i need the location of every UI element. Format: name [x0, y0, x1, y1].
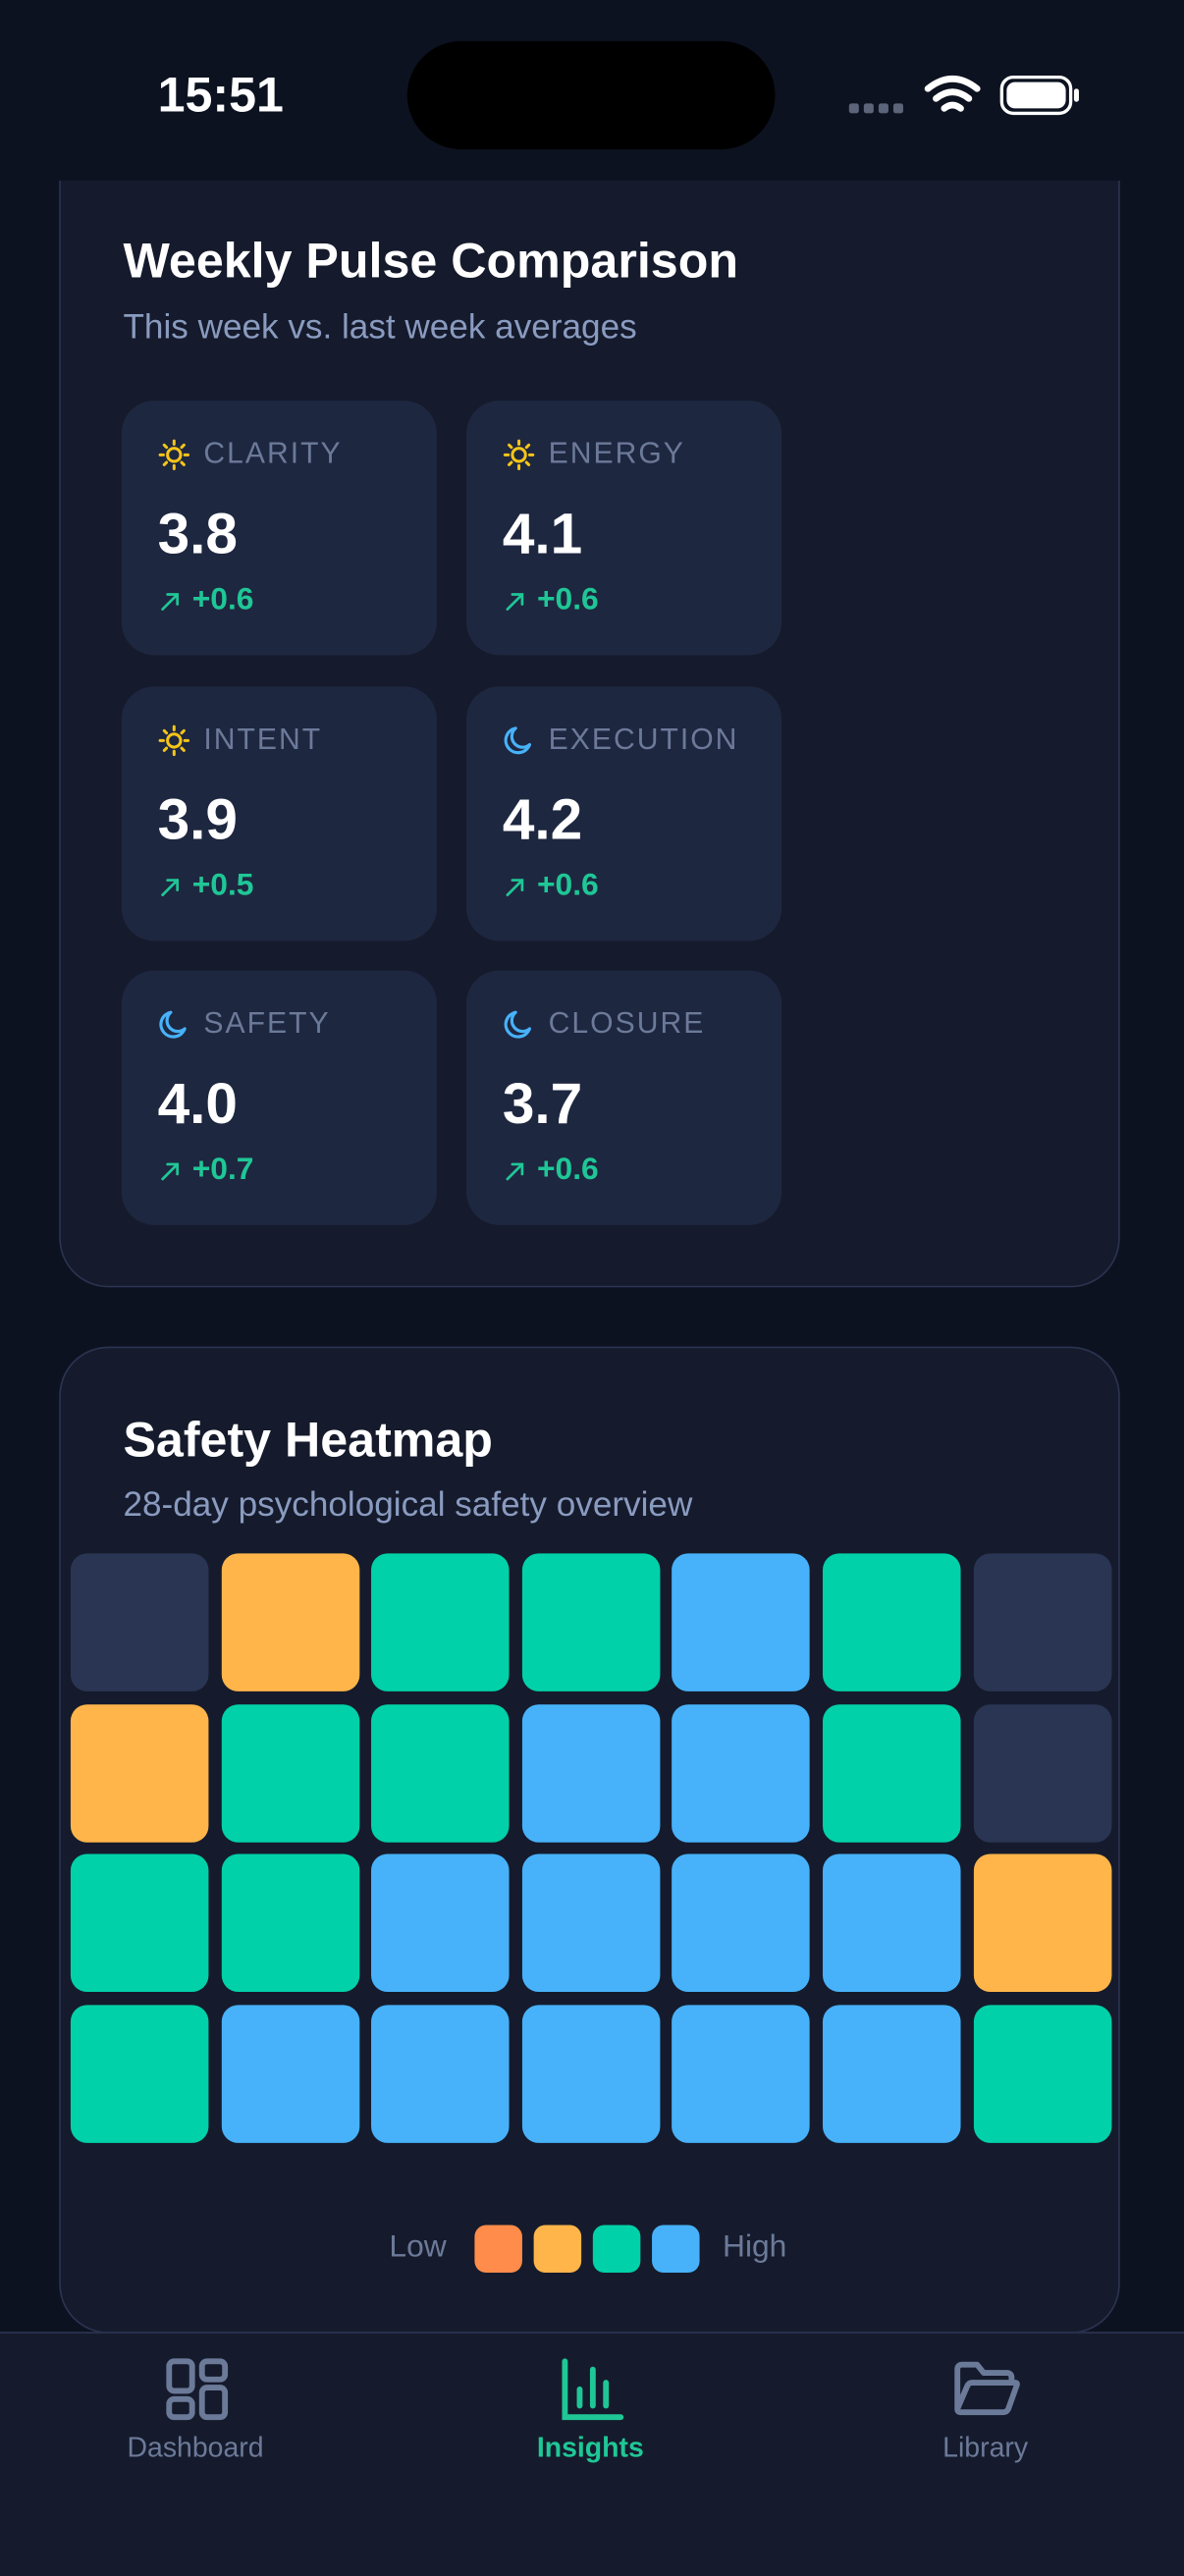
legend-swatch	[592, 2225, 641, 2274]
metric-delta: +0.6	[191, 582, 254, 617]
tab-bar: Dashboard Insights Library	[0, 2332, 1184, 2576]
metric-delta: +0.6	[536, 868, 599, 903]
trend-arrow	[506, 878, 524, 896]
heatmap-cell	[973, 1853, 1111, 1993]
metric-delta: +0.7	[191, 1153, 254, 1188]
heatmap-cell	[823, 1553, 961, 1691]
heatmap-cell	[672, 1553, 811, 1691]
legend-low: Low	[389, 2229, 447, 2265]
metric-value: 3.7	[502, 1072, 583, 1137]
heatmap-cell	[973, 1553, 1111, 1691]
heatmap-cell	[823, 2005, 961, 2143]
legend-swatch	[652, 2225, 700, 2274]
tab-label[interactable]: Dashboard	[127, 2432, 264, 2464]
heatmap-cell	[221, 1853, 359, 1993]
insights-icon	[562, 2358, 624, 2421]
metric-tile: CLOSURE 3.7 +0.6	[466, 970, 782, 1225]
trend-arrow	[506, 593, 524, 611]
heatmap-cell	[672, 2005, 811, 2143]
heatmap-cell	[521, 1853, 661, 1993]
heatmap-cell	[371, 1853, 510, 1993]
metric-label: SAFETY	[203, 1006, 331, 1040]
heatmap-cell	[70, 1553, 209, 1691]
tab-label[interactable]: Library	[942, 2432, 1029, 2464]
metric-tile: CLARITY 3.8 +0.6	[121, 401, 437, 656]
metric-label: INTENT	[203, 722, 323, 755]
legend-swatch	[533, 2225, 582, 2274]
trend-arrow	[506, 1162, 524, 1181]
metric-label: CLOSURE	[548, 1006, 706, 1040]
library-icon	[954, 2361, 1020, 2416]
metric-value: 4.0	[157, 1072, 238, 1137]
legend-high: High	[722, 2229, 787, 2265]
clock: 15:51	[157, 69, 284, 124]
heatmap-cell	[371, 1553, 510, 1691]
card-subtitle: This week vs. last week averages	[123, 308, 637, 347]
metric-delta: +0.5	[191, 868, 254, 903]
heatmap-cell	[823, 1853, 961, 1993]
metric-label: ENERGY	[548, 436, 685, 470]
metric-tile: ENERGY 4.1 +0.6	[466, 401, 782, 656]
heatmap-cell	[221, 2005, 359, 2143]
metric-tile: SAFETY 4.0 +0.7	[121, 970, 437, 1225]
status-bar: 15:51	[0, 0, 1184, 181]
metric-tile: EXECUTION 4.2 +0.6	[466, 685, 782, 940]
card-title: Safety Heatmap	[123, 1414, 493, 1469]
heatmap-cell	[221, 1703, 359, 1843]
heatmap-cell	[70, 2005, 209, 2143]
heatmap-cell	[521, 1703, 661, 1843]
heatmap-cell	[672, 1703, 811, 1843]
tab-label[interactable]: Insights	[536, 2432, 644, 2464]
legend-swatch	[474, 2225, 522, 2274]
metric-icon	[158, 439, 190, 471]
heatmap-cell	[823, 1703, 961, 1843]
metric-label: CLARITY	[203, 436, 343, 470]
card-subtitle: 28-day psychological safety overview	[123, 1485, 693, 1525]
heatmap-cell	[521, 1553, 661, 1691]
metric-tile: INTENT 3.9 +0.5	[121, 685, 437, 940]
trend-arrow	[161, 1162, 179, 1181]
dynamic-island	[406, 40, 776, 150]
metric-icon	[504, 725, 532, 754]
metric-icon	[504, 1010, 532, 1039]
heatmap-cell	[371, 2005, 510, 2143]
trend-arrow	[161, 878, 179, 896]
heatmap-cell	[371, 1703, 510, 1843]
trend-arrow	[161, 593, 179, 611]
metric-icon	[503, 439, 535, 471]
heatmap-cell	[973, 1703, 1111, 1843]
card-title: Weekly Pulse Comparison	[123, 235, 739, 290]
metric-delta: +0.6	[536, 582, 599, 617]
dashboard-icon	[166, 2358, 229, 2421]
heatmap-cell	[672, 1853, 811, 1993]
metric-value: 3.8	[157, 502, 238, 567]
heatmap-cell	[70, 1853, 209, 1993]
status-icons	[848, 75, 1079, 116]
metric-value: 3.9	[157, 787, 238, 852]
metric-value: 4.2	[502, 787, 583, 852]
heatmap-cell	[973, 2005, 1111, 2143]
metric-icon	[159, 1010, 187, 1039]
metric-icon	[158, 724, 190, 756]
heatmap-cell	[221, 1553, 359, 1691]
metric-value: 4.1	[502, 502, 583, 567]
heatmap-cell	[521, 2005, 661, 2143]
metric-label: EXECUTION	[548, 722, 739, 755]
metric-delta: +0.6	[536, 1153, 599, 1188]
heatmap-cell	[70, 1703, 209, 1843]
